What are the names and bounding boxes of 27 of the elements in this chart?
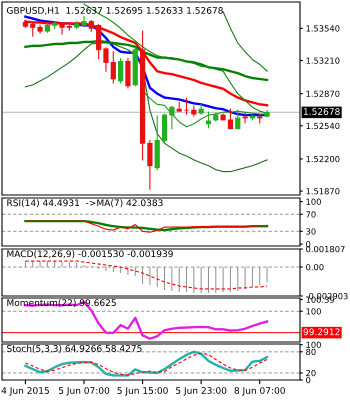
- x-tick-label: 8 Jun 07:00: [234, 387, 285, 396]
- x-tick-label: 5 Jun 07:00: [58, 387, 110, 396]
- y-tick-label: 0: [306, 241, 310, 248]
- y-tick-label: 1.52540: [306, 122, 340, 130]
- y-tick-label: 0.001807: [306, 246, 345, 252]
- x-tick-label: 4 Jun 2015: [2, 387, 49, 396]
- y-tick-label: 80: [306, 348, 316, 356]
- y-tick-label: 1.53540: [306, 25, 340, 32]
- y-tick-label: 0: [306, 376, 310, 384]
- y-tick-label: 30: [306, 228, 316, 235]
- chart-title: MACD(12,26,9) -0.001530 -0.001939: [7, 250, 173, 258]
- x-tick-label: 5 Jun 23:00: [176, 387, 226, 396]
- y-tick-label: 20: [306, 370, 316, 376]
- ref-line-label: 1.52678: [304, 108, 340, 115]
- y-tick-label: 100: [306, 308, 321, 315]
- x-tick-label: 5 Jun 15:00: [117, 387, 168, 396]
- y-tick-label: 1.53210: [306, 57, 340, 64]
- chart-title: Stoch(5,3,3) 64.9266 58.4275: [7, 344, 142, 353]
- ref-line-label: 99.2912: [304, 328, 340, 336]
- y-tick-label: 1.52200: [306, 156, 340, 162]
- chart-title: RSI(14) 44.4931 ->MA(7) 42.0383: [7, 199, 163, 208]
- y-tick-label: 100: [306, 342, 321, 348]
- y-tick-label: 100: [306, 198, 321, 205]
- y-tick-label: 0.00: [306, 264, 324, 270]
- y-tick-label: 1.51870: [306, 188, 340, 194]
- y-tick-label: 70: [306, 211, 316, 218]
- y-tick-label: 1.52870: [306, 90, 340, 97]
